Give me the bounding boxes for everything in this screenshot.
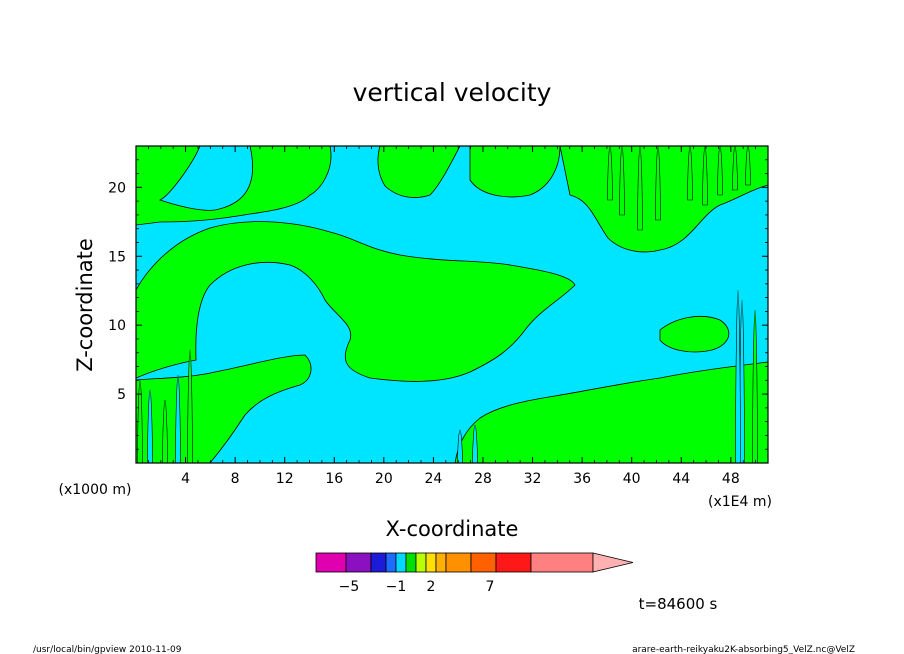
colorbar-swatch bbox=[395, 552, 407, 573]
x-tick-label: 28 bbox=[474, 471, 492, 487]
colorbar-swatch bbox=[425, 552, 437, 573]
x-axis: 4 8 12 16 20 24 28 32 36 40 44 48 bbox=[147, 146, 757, 487]
streak-region bbox=[162, 399, 168, 463]
x-tick-label: 24 bbox=[424, 471, 442, 487]
y-tick-label: 20 bbox=[108, 180, 126, 196]
x-tick-label: 4 bbox=[181, 471, 190, 487]
x-tick-label: 48 bbox=[722, 471, 740, 487]
y-tick-label: 10 bbox=[108, 318, 126, 334]
colorbar-swatch bbox=[405, 552, 417, 573]
streak-region bbox=[137, 379, 143, 463]
streak-region bbox=[147, 389, 153, 463]
x-axis-label: X-coordinate bbox=[386, 517, 519, 541]
small-scale-streaks bbox=[137, 146, 758, 463]
colorbar-swatch bbox=[370, 552, 387, 573]
colorbar-tick-label: −5 bbox=[339, 579, 360, 595]
colorbar-swatch bbox=[385, 552, 397, 573]
x-tick-label: 8 bbox=[231, 471, 240, 487]
colorbar-ticks: −5 −1 2 7 bbox=[339, 579, 495, 595]
time-label: t=84600 s bbox=[639, 595, 718, 613]
streak-region bbox=[735, 289, 741, 463]
x-unit-note: (x1E4 m) bbox=[708, 494, 772, 510]
colorbar-swatch bbox=[415, 552, 427, 573]
colorbar-tick-label: −1 bbox=[386, 579, 407, 595]
x-tick-label: 16 bbox=[325, 471, 343, 487]
streak-region bbox=[187, 349, 193, 463]
x-tick-label: 32 bbox=[524, 471, 542, 487]
colorbar-extend-arrow bbox=[592, 552, 634, 573]
x-tick-label: 36 bbox=[573, 471, 591, 487]
footer-left: /usr/local/bin/gpview 2010-11-09 bbox=[33, 645, 182, 654]
colorbar-swatch bbox=[315, 552, 347, 573]
contour-plot-area bbox=[136, 146, 768, 463]
colorbar-swatch bbox=[345, 552, 372, 573]
colorbar-tick-label: 2 bbox=[427, 579, 436, 595]
colorbar bbox=[315, 552, 634, 573]
colorbar-swatch bbox=[530, 552, 594, 573]
colorbar-swatch bbox=[470, 552, 497, 573]
streak-region bbox=[752, 309, 758, 463]
y-tick-label: 15 bbox=[108, 249, 126, 265]
plot-frame bbox=[135, 145, 769, 464]
y-unit-note: (x1000 m) bbox=[59, 482, 132, 498]
y-tick-label: 5 bbox=[117, 387, 126, 403]
y-axis-label: Z-coordinate bbox=[73, 238, 97, 372]
colorbar-swatch bbox=[445, 552, 472, 573]
footer-right: arare-earth-reikyaku2K-absorbing5_VelZ.n… bbox=[632, 645, 855, 654]
streak-region bbox=[457, 429, 463, 463]
x-tick-label: 20 bbox=[375, 471, 393, 487]
colorbar-swatch bbox=[495, 552, 532, 573]
y-axis: 5 10 15 20 bbox=[108, 159, 768, 450]
colorbar-tick-label: 7 bbox=[486, 579, 495, 595]
streak-region bbox=[472, 424, 478, 463]
x-tick-label: 40 bbox=[623, 471, 641, 487]
chart-title: vertical velocity bbox=[353, 78, 552, 107]
x-tick-label: 44 bbox=[672, 471, 690, 487]
colorbar-swatch bbox=[435, 552, 447, 573]
x-tick-label: 12 bbox=[276, 471, 294, 487]
streak-region bbox=[175, 374, 181, 463]
